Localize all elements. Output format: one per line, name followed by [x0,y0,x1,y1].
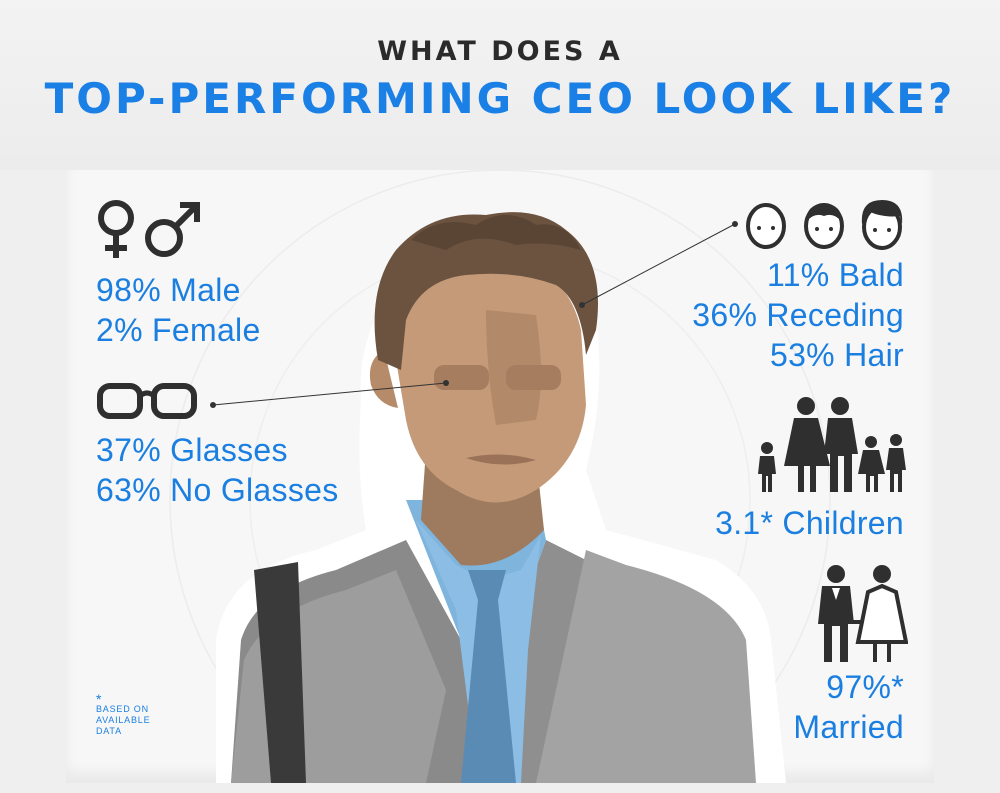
footnote: * BASED ON AVAILABLE DATA [96,691,151,737]
title-line-1: WHAT DOES A [377,36,623,67]
married-label: Married [793,709,904,745]
footnote-line-1: BASED ON [96,704,149,714]
glasses-stat: 37% Glasses [96,432,288,468]
illustration-panel [66,170,934,783]
married-stats: 97%* Married [600,667,904,747]
glasses-stats: 37% Glasses 63% No Glasses [96,430,339,510]
bald-stat: 11% Bald [766,257,904,293]
footnote-star: * [96,691,103,707]
children-stat: 3.1* Children [715,505,904,541]
married-percent: 97%* [826,669,904,705]
bald-head-icon [746,203,786,249]
title-line-2: TOP-PERFORMING CEO LOOK LIKE? [44,74,956,123]
female-stat: 2% Female [96,312,261,348]
footnote-line-2: AVAILABLE [96,715,151,725]
receding-head-icon [804,203,844,249]
glasses-icon [97,383,197,419]
gender-stats: 98% Male 2% Female [96,270,261,350]
no-glasses-stat: 63% No Glasses [96,472,339,508]
bride-groom-icon [818,565,908,662]
hair-stat: 53% Hair [769,337,904,373]
full-hair-head-icon [861,200,903,250]
ceo-illustration [169,170,831,783]
receding-stat: 36% Receding [692,297,904,333]
family-icon [758,397,906,492]
children-stats: 3.1* Children [600,503,904,543]
footnote-line-3: DATA [96,726,122,736]
header: WHAT DOES A TOP-PERFORMING CEO LOOK LIKE… [0,0,1000,170]
hair-types-icon [746,200,903,250]
male-stat: 98% Male [96,272,241,308]
gender-symbols-icon [98,200,200,258]
hair-stats: 11% Bald 36% Receding 53% Hair [600,255,904,375]
